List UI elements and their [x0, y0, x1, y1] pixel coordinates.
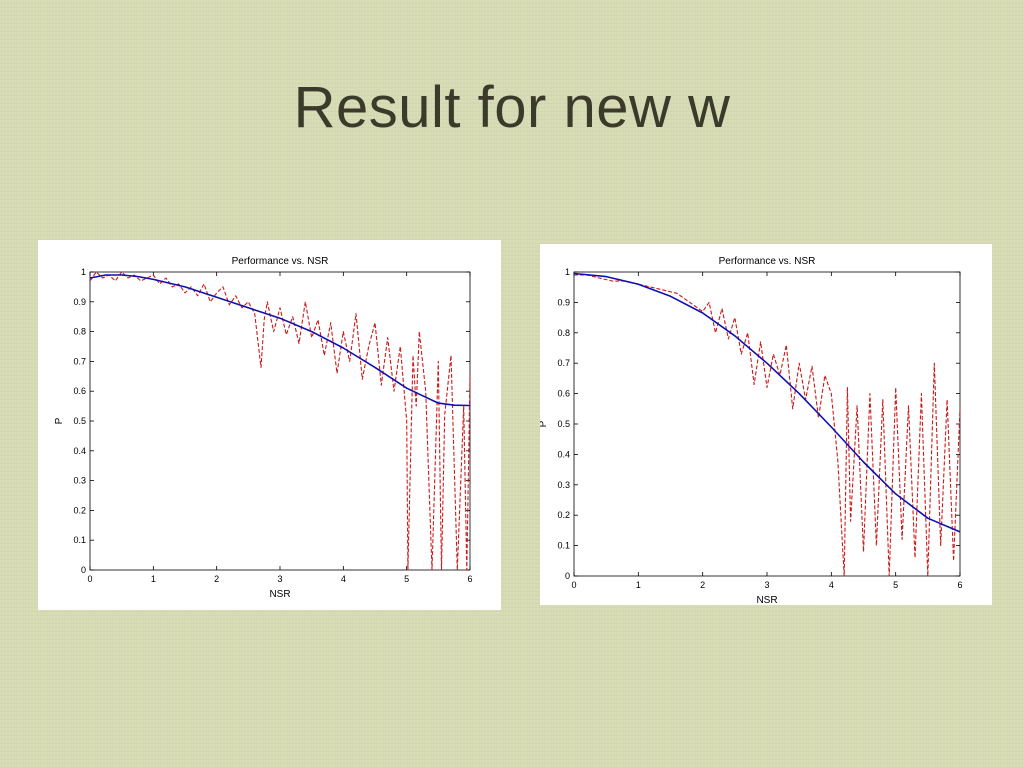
- right-noisy-series-line: [574, 274, 961, 577]
- slide-title: Result for new w: [293, 75, 731, 140]
- left-y-tick-label: 0.6: [73, 386, 86, 396]
- left-smooth-series-line: [89, 274, 471, 407]
- right-x-tick-label: 1: [636, 580, 641, 590]
- right-x-tick-label: 6: [957, 580, 962, 590]
- right-y-tick-label: 0.1: [557, 541, 570, 551]
- left-axes-box: [89, 271, 471, 571]
- right-y-axis-label: P: [540, 420, 549, 427]
- right-y-tick-label: 0.5: [557, 419, 570, 429]
- right-x-tick-label: 2: [700, 580, 705, 590]
- left-noisy-series-line: [89, 271, 471, 571]
- right-y-tick-label: 0: [565, 571, 570, 581]
- left-y-tick-label: 0.7: [73, 356, 86, 366]
- right-chart-panel: 0 1 2 3 4 5 6 0 0.1 0.2 0.3 0.4 0.5 0.6 0.7 0.8 0.9 1 Perf…: [540, 244, 992, 605]
- right-performance-chart: 0 1 2 3 4 5 6 0 0.1 0.2 0.3 0.4 0.5 0.6 0.7 0.8 0.9 1 Perf…: [540, 256, 963, 605]
- left-y-tick-label: 1: [81, 267, 86, 277]
- right-y-tick-label: 0.2: [557, 510, 570, 520]
- left-y-axis-label: P: [54, 417, 65, 424]
- right-y-tick-label: 0.9: [557, 297, 570, 307]
- left-x-tick-label: 0: [87, 574, 92, 584]
- right-x-tick-label: 3: [764, 580, 769, 590]
- right-y-tick-label: 0.8: [557, 328, 570, 338]
- left-chart-title: Performance vs. NSR: [232, 256, 329, 267]
- right-y-tick-label: 1: [565, 267, 570, 277]
- right-y-tick-label: 0.7: [557, 358, 570, 368]
- left-x-tick-label: 1: [151, 574, 156, 584]
- right-y-tick-label: 0.3: [557, 480, 570, 490]
- right-chart-title: Performance vs. NSR: [719, 256, 816, 267]
- left-y-tick-label: 0.4: [73, 446, 86, 456]
- right-axes-box: [573, 271, 961, 577]
- left-x-tick-label: 3: [277, 574, 282, 584]
- left-y-tick-label: 0.2: [73, 505, 86, 515]
- left-y-tick-label: 0.1: [73, 535, 86, 545]
- left-x-tick-label: 5: [404, 574, 409, 584]
- right-x-axis-label: NSR: [756, 595, 777, 605]
- right-smooth-series-line: [573, 272, 961, 533]
- left-chart-panel: 0 1 2 3 4 5 6 0 0.1 0.2 0.3 0.4 0.5 0.6 0.7 0.8 0.9 1 Perf…: [38, 240, 501, 610]
- left-x-tick-label: 6: [467, 574, 472, 584]
- right-x-tick-label: 5: [893, 580, 898, 590]
- right-y-tick-label: 0.4: [557, 449, 570, 459]
- right-y-tick-label: 0.6: [557, 389, 570, 399]
- left-x-tick-label: 2: [214, 574, 219, 584]
- left-y-tick-label: 0.8: [73, 327, 86, 337]
- left-y-tick-label: 0.9: [73, 297, 86, 307]
- left-performance-chart: 0 1 2 3 4 5 6 0 0.1 0.2 0.3 0.4 0.5 0.6 0.7 0.8 0.9 1 Perf…: [54, 256, 473, 600]
- left-y-tick-label: 0: [81, 565, 86, 575]
- left-x-tick-label: 4: [341, 574, 346, 584]
- left-x-axis-label: NSR: [269, 589, 290, 600]
- left-y-tick-label: 0.5: [73, 416, 86, 426]
- right-x-tick-label: 4: [829, 580, 834, 590]
- right-x-tick-label: 0: [571, 580, 576, 590]
- left-y-tick-label: 0.3: [73, 476, 86, 486]
